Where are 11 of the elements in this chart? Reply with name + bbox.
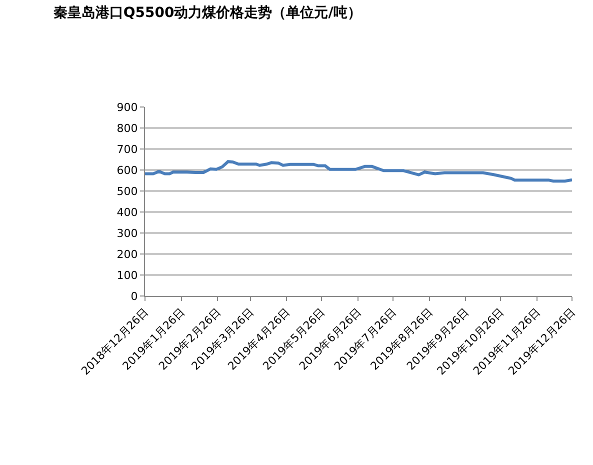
y-tick-label: 600 (116, 164, 138, 177)
y-tick-label: 200 (116, 248, 138, 261)
y-tick-label: 900 (116, 100, 138, 114)
y-tick-label: 100 (116, 268, 138, 282)
y-tick-label: 400 (116, 206, 138, 219)
y-tick-label: 800 (116, 122, 138, 135)
y-tick-label: 300 (116, 226, 138, 240)
y-tick-label: 700 (116, 142, 138, 156)
y-tick-label: 500 (116, 184, 138, 198)
y-tick-label: 0 (130, 290, 138, 303)
chart-title: 秦皇岛港口Q5500动力煤价格走势（单位元/吨） (53, 4, 362, 21)
